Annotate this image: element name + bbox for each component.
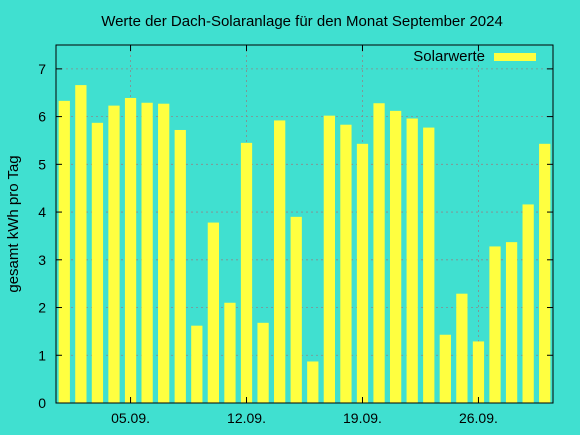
legend-label: Solarwerte [413,48,485,65]
bars [58,85,551,404]
y-tick-label: 7 [38,61,46,77]
y-tick-label: 1 [38,347,46,363]
bar-day-4 [108,105,120,404]
axes: 0 1 2 3 4 5 6 7 05.09. 12.09. 19.09. 26.09. [38,45,553,426]
bar-day-28 [505,242,518,403]
y-axis-label: gesamt kWh pro Tag [5,155,22,292]
bar-day-13 [257,322,269,403]
y-tick-label: 5 [38,156,46,172]
bar-day-2 [75,85,87,403]
bar-day-6 [141,102,153,403]
bar-day-25 [456,293,468,403]
bar-day-3 [91,122,104,403]
bar-day-18 [340,124,352,404]
bar-day-14 [274,120,286,404]
bar-day-15 [290,216,302,403]
plot-frame [55,44,554,404]
bar-day-23 [423,127,435,403]
bar-day-8 [174,129,186,403]
bar-day-5 [124,97,137,403]
y-tick-label: 2 [38,300,46,316]
bar-day-17 [323,115,335,404]
x-tick-label: 26.09. [459,410,498,426]
x-tick-label: 12.09. [227,410,266,426]
bar-day-12 [240,142,253,403]
bar-day-1 [58,100,70,403]
bar-day-22 [406,118,418,403]
bar-day-24 [439,334,451,403]
bar-day-29 [522,204,534,403]
chart-title: Werte der Dach-Solaranlage für den Monat… [101,13,503,30]
y-tick-label: 4 [38,204,46,220]
bar-day-30 [539,143,551,403]
bar-day-26 [472,341,485,403]
legend: Solarwerte [413,48,536,65]
legend-swatch [494,53,536,61]
bar-day-9 [191,325,203,403]
bar-day-11 [224,302,236,403]
y-tick-label: 0 [38,395,46,411]
bar-day-19 [356,143,369,403]
bar-day-27 [489,246,501,403]
x-tick-label: 05.09. [111,410,150,426]
bar-day-7 [158,103,170,404]
y-tick-label: 6 [38,109,46,125]
bar-day-16 [307,361,319,403]
y-tick-label: 3 [38,252,46,268]
bar-day-21 [389,110,402,404]
bar-day-10 [207,222,220,403]
x-tick-label: 19.09. [343,410,382,426]
bar-day-20 [373,103,385,403]
